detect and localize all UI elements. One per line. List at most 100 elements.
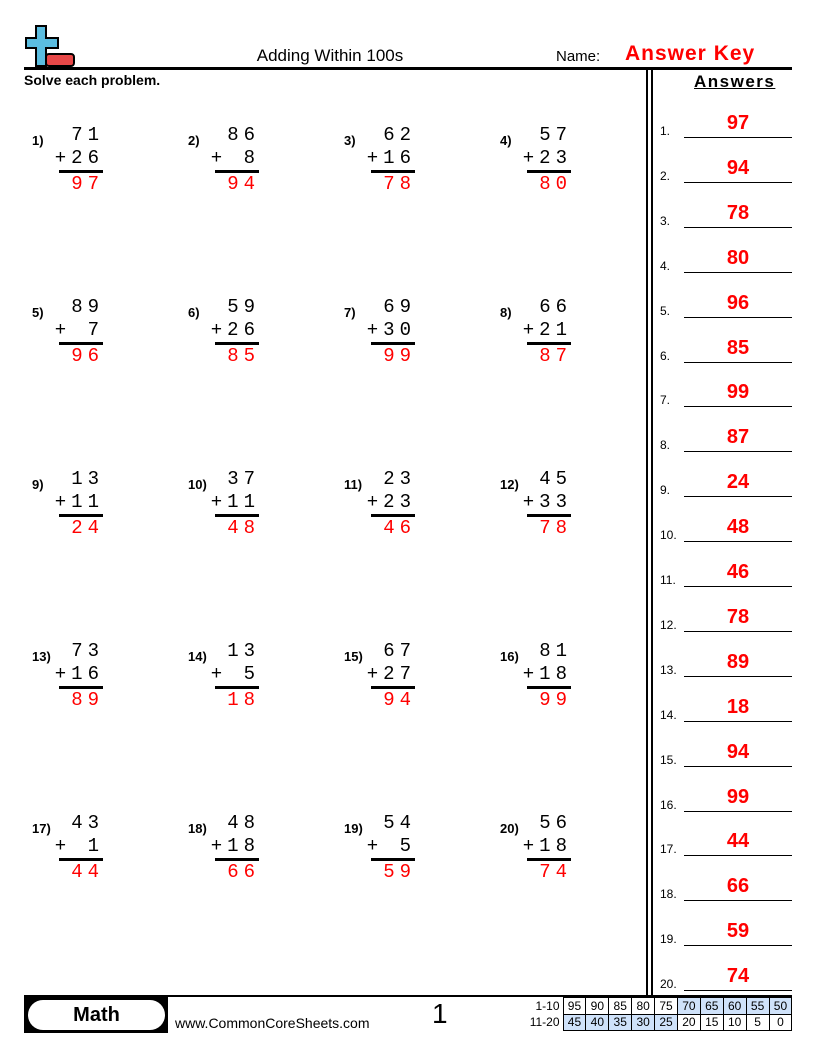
score-cell: 75	[654, 997, 678, 1015]
addend-bottom: + 8	[210, 147, 260, 169]
problem: 1) 71 +26 97	[32, 124, 188, 233]
problem-answer: 48	[227, 517, 260, 539]
answer-value: 78	[726, 201, 750, 224]
problem-answer: 59	[383, 861, 416, 883]
problem: 3) 62 +16 78	[344, 124, 500, 233]
problem-answer: 89	[71, 689, 104, 711]
answer-value: 80	[726, 246, 750, 269]
addend-bottom: +23	[522, 147, 572, 169]
addend-top: 59	[227, 296, 260, 318]
answer-item: 7. 99	[660, 377, 792, 408]
answer-line	[684, 945, 792, 947]
score-cell: 25	[654, 1013, 678, 1031]
score-table: 1-10 95 90 85 80 75 70 65 60 55 50 11-20 45 40 35 30 25 2…	[527, 997, 793, 1031]
addend-bottom: +26	[54, 147, 104, 169]
problem: 6) 59 +26 85	[188, 296, 344, 405]
answer-line	[684, 900, 792, 902]
problem: 13) 73 +16 89	[32, 640, 188, 749]
addend-top: 86	[227, 124, 260, 146]
problem: 5) 89 + 7 96	[32, 296, 188, 405]
answer-item: 19. 59	[660, 916, 792, 947]
addend-bottom: +27	[366, 663, 416, 685]
score-cell: 90	[585, 997, 610, 1015]
answer-value: 96	[726, 291, 750, 314]
answer-value: 46	[726, 561, 750, 583]
answer-item: 18. 66	[660, 871, 792, 902]
problem-number: 7)	[344, 305, 356, 320]
addend-top: 37	[227, 468, 260, 490]
answer-number: 8.	[660, 438, 671, 453]
addend-bottom: +16	[54, 663, 104, 685]
addend-top: 69	[383, 296, 416, 318]
answer-item: 4. 80	[660, 243, 792, 273]
score-cell: 65	[699, 997, 724, 1015]
score-cell: 35	[608, 1013, 633, 1031]
addend-bottom: +11	[210, 491, 260, 513]
answer-value: 48	[726, 516, 750, 539]
answer-line	[684, 451, 792, 453]
sum-line	[59, 170, 103, 173]
answer-number: 19.	[660, 932, 677, 947]
problem-number: 12)	[500, 477, 519, 492]
sum-line	[59, 858, 103, 861]
problem: 14) 13 + 5 18	[188, 640, 344, 749]
sum-line	[527, 170, 571, 173]
addend-bottom: +18	[522, 663, 572, 685]
addend-bottom: + 1	[54, 835, 104, 857]
problem-answer: 18	[227, 689, 260, 711]
answer-number: 2.	[660, 168, 671, 183]
problem: 2) 86 + 8 94	[188, 124, 344, 233]
answer-value: 99	[726, 785, 750, 808]
answer-number: 12.	[660, 617, 677, 632]
problem-answer: 78	[539, 517, 572, 539]
problem-answer: 94	[227, 173, 260, 195]
problem-number: 10)	[188, 477, 207, 492]
answer-number: 6.	[660, 348, 671, 363]
answer-line	[684, 496, 792, 498]
problem: 15) 67 +27 94	[344, 640, 500, 749]
problem-answer: 87	[539, 345, 572, 367]
answer-item: 15. 94	[660, 737, 792, 767]
problem-number: 1)	[32, 133, 44, 148]
addend-bottom: +23	[366, 491, 416, 513]
sum-line	[527, 342, 571, 345]
answer-number: 5.	[660, 303, 671, 318]
answer-item: 14. 18	[660, 692, 792, 722]
problem: 10) 37 +11 48	[188, 468, 344, 577]
score-cell: 50	[768, 997, 793, 1015]
answer-item: 9. 24	[660, 467, 792, 498]
answer-number: 20.	[660, 977, 677, 992]
name-label: Name:	[556, 48, 601, 65]
problem-number: 17)	[32, 821, 51, 836]
score-cell: 10	[722, 1013, 747, 1031]
answer-value: 94	[726, 740, 750, 763]
answer-line	[684, 137, 792, 138]
problem-answer: 44	[71, 861, 104, 883]
name-value: Answer Key	[625, 42, 756, 65]
score-row: 1-10 95 90 85 80 75 70 65 60 55 50	[527, 997, 793, 1015]
answer-item: 10. 48	[660, 512, 792, 543]
score-cell: 55	[745, 997, 770, 1015]
sum-line	[371, 686, 415, 689]
sum-line	[527, 686, 571, 689]
problem-answer: 85	[227, 345, 260, 367]
score-row: 11-20 45 40 35 30 25 20 15 10 5 0	[527, 1013, 793, 1031]
instructions: Solve each problem.	[24, 72, 161, 88]
problem-number: 16)	[500, 649, 519, 664]
sum-line	[371, 858, 415, 861]
sum-line	[371, 170, 415, 173]
problem-answer: 74	[539, 861, 572, 883]
answer-line	[684, 990, 792, 992]
addend-top: 48	[227, 812, 260, 834]
answer-value: 74	[726, 965, 750, 988]
answer-item: 8. 87	[660, 422, 792, 453]
addend-top: 66	[539, 296, 572, 318]
answer-line	[684, 271, 792, 273]
problem-answer: 46	[383, 517, 416, 539]
addend-top: 13	[71, 468, 104, 490]
addend-bottom: +33	[522, 491, 572, 513]
answer-item: 20. 74	[660, 961, 792, 992]
problem-number: 14)	[188, 649, 207, 664]
problem-answer: 97	[71, 173, 104, 195]
answer-value: 59	[726, 920, 750, 943]
